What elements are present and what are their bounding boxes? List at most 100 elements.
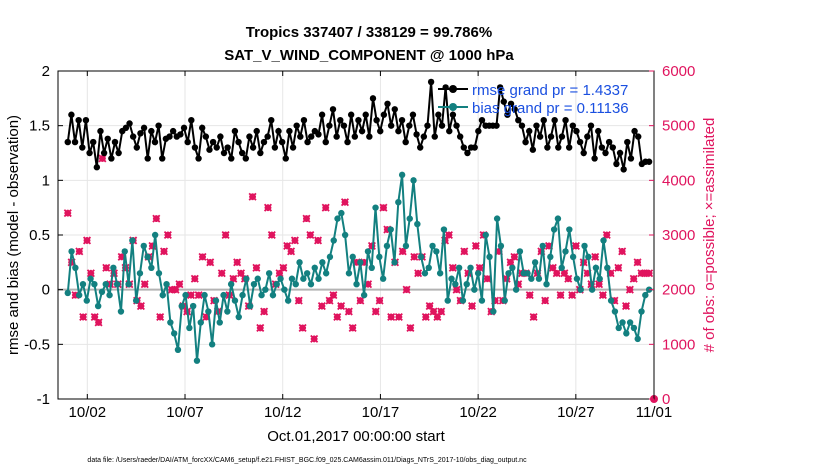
obs-assimilated-point	[645, 269, 654, 278]
series-1-point	[607, 297, 615, 304]
obs-assimilated-point	[344, 307, 353, 316]
series-1-point	[319, 259, 326, 266]
series-1-point	[433, 248, 440, 255]
series-1-point	[471, 286, 478, 293]
obs-assimilated-point	[236, 269, 246, 278]
series-1-point	[349, 253, 356, 261]
series-1-point	[68, 248, 75, 255]
series-0-point	[373, 117, 380, 124]
series-1-point	[72, 264, 79, 271]
obs-assimilated-point	[471, 241, 480, 250]
obs-assimilated-point	[267, 230, 276, 240]
series-1-point	[611, 308, 619, 315]
series-1-point	[303, 270, 311, 277]
series-1-point	[64, 289, 71, 297]
series-1-point	[539, 242, 546, 250]
series-0-point	[355, 117, 362, 124]
series-1-point	[315, 275, 322, 282]
series-1-point	[630, 324, 638, 332]
obs-assimilated-point	[340, 198, 350, 207]
series-1-point	[516, 248, 524, 255]
series-0-point	[616, 149, 624, 157]
series-1-point	[638, 308, 645, 315]
series-0-point	[340, 122, 348, 129]
obs-assimilated-point	[571, 241, 581, 250]
series-1-point	[467, 264, 474, 271]
series-0-point	[71, 138, 79, 146]
series-1-point	[110, 264, 117, 271]
x-tick-label: 10/07	[166, 404, 204, 421]
series-0-point	[358, 127, 366, 135]
series-0-point	[246, 133, 253, 140]
obs-assimilated-point	[437, 307, 446, 316]
series-0-point	[155, 122, 162, 129]
obs-assimilated-point	[159, 247, 169, 256]
series-1-point	[277, 275, 284, 282]
series-0-point	[624, 138, 631, 146]
series-0-point	[104, 135, 111, 142]
series-1-point	[368, 264, 375, 271]
obs-assimilated-point	[402, 285, 411, 294]
obs-assimilated-point	[302, 214, 311, 223]
series-0-point	[100, 149, 108, 157]
y-right-tick-label: 4000	[662, 172, 695, 189]
series-0-point	[478, 117, 486, 124]
series-1-point	[448, 275, 455, 282]
obs-assimilated-point	[325, 296, 334, 305]
series-0-point	[431, 133, 438, 140]
x-tick-label: 10/02	[69, 404, 107, 421]
obs-assimilated-point	[263, 203, 273, 212]
obs-assimilated-point	[560, 269, 569, 278]
series-1-point	[159, 291, 166, 299]
series-1-point	[634, 335, 641, 343]
series-0-point	[271, 144, 279, 151]
obs-assimilated-point	[552, 269, 561, 278]
obs-assimilated-point	[475, 263, 484, 272]
series-1-point	[490, 308, 497, 315]
obs-assimilated-point	[406, 323, 415, 332]
series-1-point	[281, 286, 288, 293]
series-1-point	[459, 297, 467, 304]
obs-assimilated-point	[306, 230, 315, 240]
series-1-point	[94, 302, 102, 310]
obs-assimilated-point	[598, 291, 607, 300]
obs-assimilated-point	[290, 236, 299, 245]
obs-assimilated-point	[387, 312, 396, 322]
series-0-point	[380, 111, 388, 118]
series-1-point	[501, 297, 508, 304]
series-0-point	[300, 117, 308, 124]
series-1-point	[372, 204, 379, 211]
obs-assimilated-point	[229, 274, 238, 283]
series-0-point	[540, 117, 547, 124]
series-0-point	[605, 138, 613, 146]
obs-assimilated-point	[194, 291, 203, 300]
obs-assimilated-point	[321, 203, 330, 212]
series-1-point	[535, 275, 543, 282]
obs-assimilated-point	[568, 291, 577, 300]
series-1-point	[395, 199, 402, 206]
series-1-point	[452, 281, 459, 288]
y-right-tick-label: 6000	[662, 63, 695, 80]
series-0-point	[347, 111, 355, 118]
series-1-point	[216, 319, 223, 326]
series-1-point	[364, 248, 372, 255]
series-0-point	[507, 100, 515, 108]
series-1-point	[273, 281, 280, 288]
series-0-point	[417, 144, 424, 151]
obs-assimilated-point	[79, 312, 88, 322]
series-0-point	[544, 144, 551, 151]
series-1-point	[117, 308, 125, 315]
obs-assimilated-point	[621, 302, 631, 311]
series-0-point	[631, 127, 638, 135]
obs-assimilated-point	[136, 302, 145, 311]
obs-assimilated-point	[221, 230, 230, 240]
series-0-point	[133, 144, 141, 151]
series-1-point	[79, 281, 87, 288]
series-0-point	[460, 144, 468, 151]
series-0-point	[282, 155, 289, 162]
series-0-point	[464, 149, 471, 157]
series-1-point	[148, 264, 155, 271]
series-0-point	[493, 122, 500, 129]
series-0-point	[569, 122, 577, 129]
obs-assimilated-point	[448, 263, 457, 272]
